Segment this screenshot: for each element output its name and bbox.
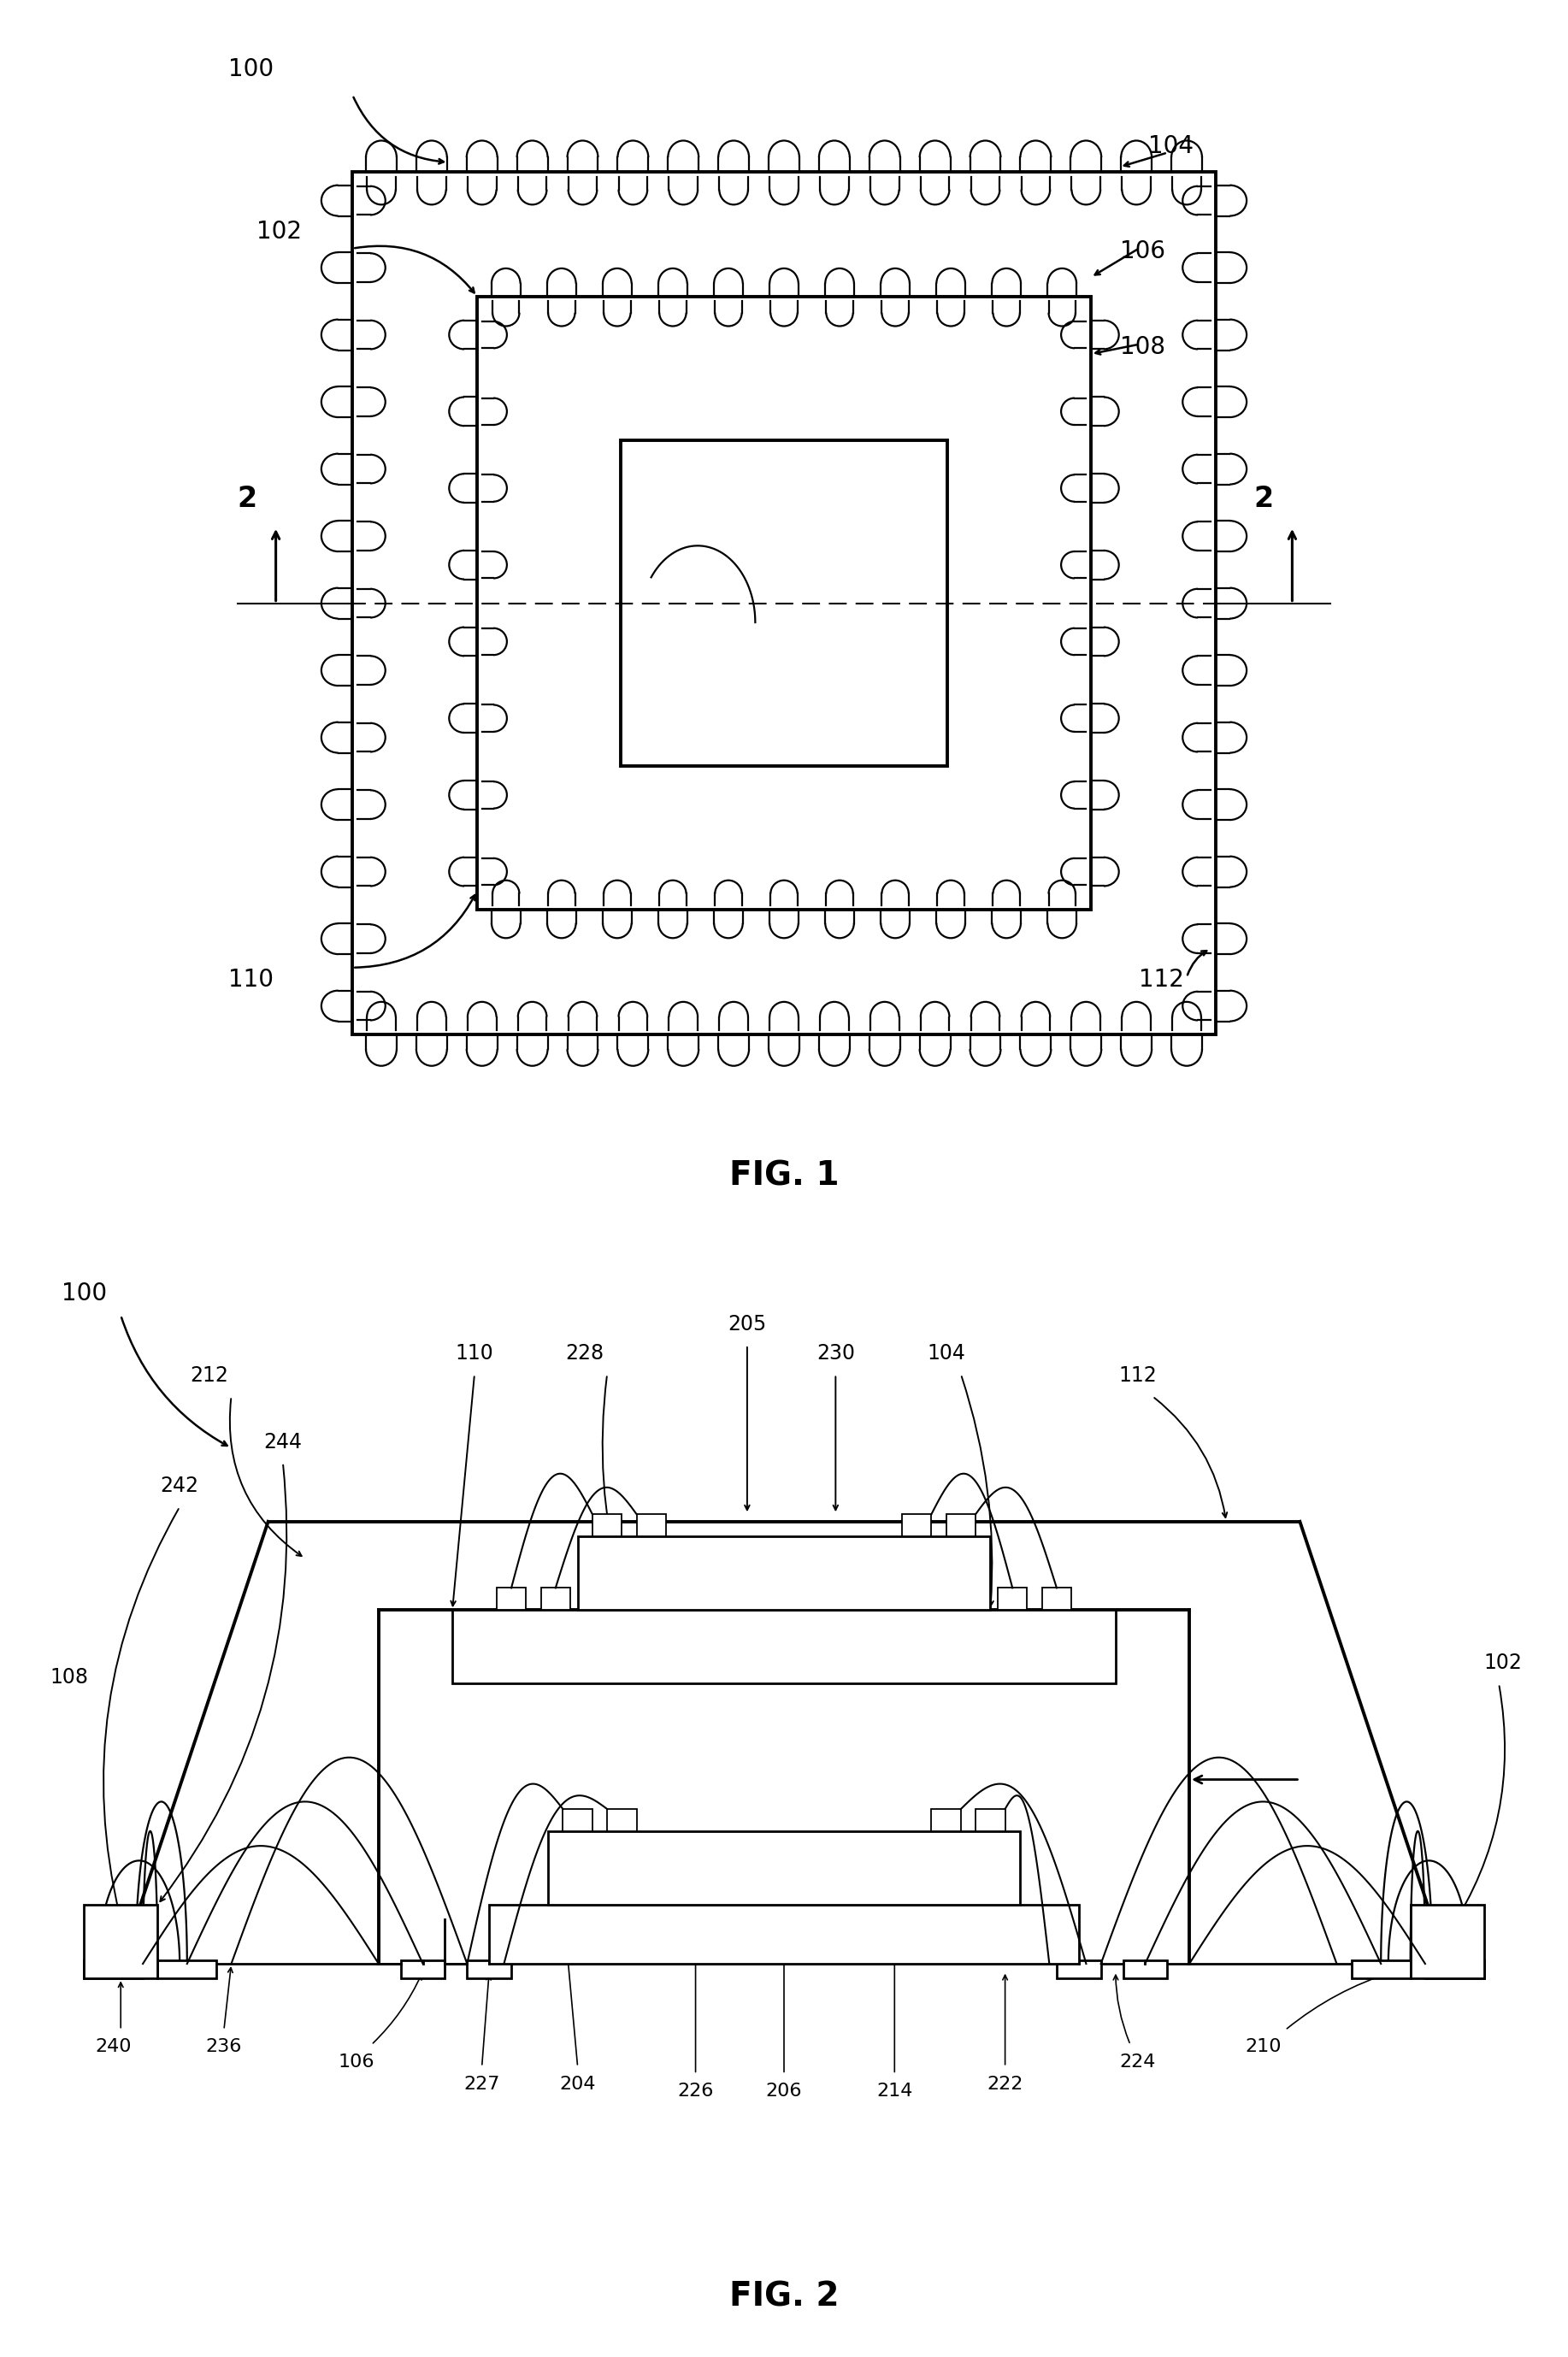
- Bar: [489, 1904, 1079, 1963]
- Bar: [85, 1961, 143, 1978]
- Text: 108: 108: [1120, 335, 1165, 358]
- Text: 244: 244: [263, 1431, 303, 1452]
- Bar: [607, 1810, 637, 1831]
- Text: 2: 2: [1254, 486, 1273, 514]
- Bar: [497, 1589, 525, 1610]
- Bar: [1352, 1961, 1411, 1978]
- Text: 226: 226: [677, 2084, 713, 2100]
- Text: 100: 100: [227, 57, 273, 80]
- Text: 112: 112: [1118, 1365, 1157, 1386]
- Text: 112: 112: [1138, 969, 1184, 992]
- Bar: [85, 1904, 157, 1978]
- Text: 204: 204: [560, 2077, 596, 2093]
- Text: 224: 224: [1120, 2053, 1156, 2069]
- Text: 106: 106: [339, 2053, 375, 2069]
- Text: 110: 110: [227, 969, 273, 992]
- Bar: [931, 1810, 961, 1831]
- Bar: [946, 1513, 975, 1537]
- Text: 102: 102: [257, 219, 303, 245]
- Text: 214: 214: [877, 2084, 913, 2100]
- Text: 240: 240: [96, 2039, 132, 2055]
- Bar: [467, 1961, 511, 1978]
- Bar: [541, 1589, 571, 1610]
- Bar: [902, 1513, 931, 1537]
- Text: FIG. 1: FIG. 1: [729, 1160, 839, 1193]
- Bar: [1425, 1961, 1483, 1978]
- Text: 228: 228: [566, 1343, 604, 1365]
- Text: 110: 110: [455, 1343, 494, 1365]
- Text: 222: 222: [986, 2077, 1024, 2093]
- Text: 108: 108: [50, 1666, 88, 1688]
- Bar: [975, 1810, 1005, 1831]
- Bar: [997, 1589, 1027, 1610]
- Text: 212: 212: [190, 1365, 229, 1386]
- Bar: [549, 1831, 1019, 1904]
- Bar: [1041, 1589, 1071, 1610]
- Text: FIG. 2: FIG. 2: [729, 2282, 839, 2312]
- Bar: [577, 1537, 991, 1610]
- Bar: [1411, 1904, 1485, 1978]
- Text: 210: 210: [1245, 2039, 1281, 2055]
- Bar: [477, 297, 1091, 910]
- Text: 206: 206: [765, 2084, 803, 2100]
- Text: 104: 104: [927, 1343, 966, 1365]
- Bar: [637, 1513, 666, 1537]
- Bar: [1123, 1961, 1167, 1978]
- Bar: [593, 1513, 622, 1537]
- Bar: [563, 1810, 593, 1831]
- Bar: [453, 1610, 1116, 1683]
- Text: 205: 205: [728, 1313, 767, 1334]
- Text: 102: 102: [1483, 1652, 1523, 1673]
- Text: 106: 106: [1120, 240, 1165, 264]
- Bar: [401, 1961, 445, 1978]
- Bar: [1057, 1961, 1101, 1978]
- Text: 104: 104: [1148, 134, 1193, 158]
- Bar: [621, 441, 947, 766]
- Bar: [157, 1961, 216, 1978]
- Bar: [353, 172, 1215, 1035]
- Text: 2: 2: [237, 486, 257, 514]
- Text: 100: 100: [61, 1282, 107, 1306]
- Text: 230: 230: [817, 1343, 855, 1365]
- Text: 227: 227: [464, 2077, 500, 2093]
- Text: 242: 242: [160, 1475, 199, 1497]
- Text: 236: 236: [205, 2039, 241, 2055]
